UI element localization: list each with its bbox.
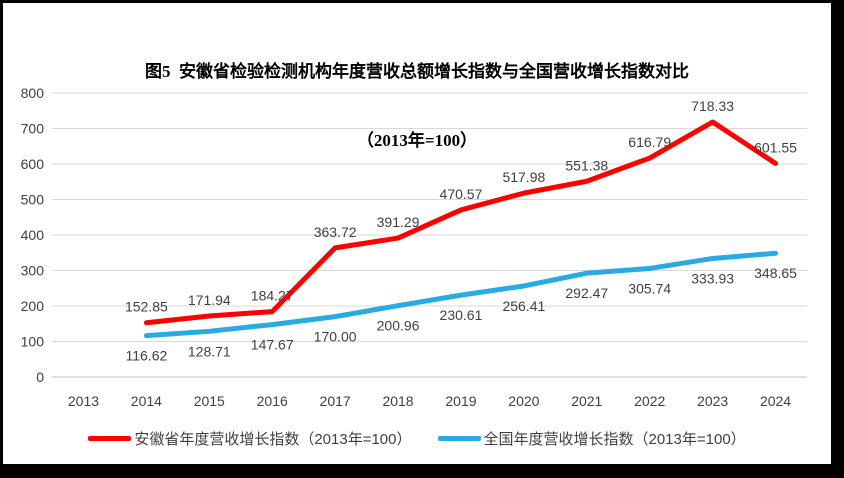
chart-title-line1: 图5 安徽省检验检测机构年度营收总额增长指数与全国营收增长指数对比 xyxy=(145,62,689,81)
data-label: 184.27 xyxy=(251,288,294,304)
y-tick-label: 300 xyxy=(21,263,45,279)
x-tick-label: 2013 xyxy=(68,393,99,409)
x-tick-label: 2014 xyxy=(131,393,162,409)
data-label: 616.79 xyxy=(628,134,671,150)
data-label: 230.61 xyxy=(440,307,483,323)
chart-title-line2: （2013年=100） xyxy=(356,131,478,150)
legend-label-anhui: 安徽省年度营收增长指数（2013年=100） xyxy=(134,430,412,448)
data-label: 147.67 xyxy=(251,337,294,353)
data-label: 601.55 xyxy=(754,139,797,155)
y-tick-label: 200 xyxy=(21,298,45,314)
data-label: 116.62 xyxy=(125,348,167,364)
x-tick-label: 2023 xyxy=(697,393,728,409)
x-tick-label: 2020 xyxy=(508,393,539,409)
x-tick-label: 2022 xyxy=(634,393,665,409)
x-tick-label: 2019 xyxy=(445,393,476,409)
x-tick-label: 2015 xyxy=(194,393,225,409)
legend-label-national: 全国年度营收增长指数（2013年=100） xyxy=(483,430,746,448)
data-label: 348.65 xyxy=(754,265,797,281)
x-tick-label: 2017 xyxy=(320,393,351,409)
data-label: 333.93 xyxy=(691,270,734,286)
y-tick-label: 500 xyxy=(21,192,45,208)
legend-line-sample-blue-icon xyxy=(437,435,481,441)
data-label: 305.74 xyxy=(628,280,671,296)
legend-item-national: 全国年度营收增长指数（2013年=100） xyxy=(437,428,746,449)
data-label: 170.00 xyxy=(314,329,357,345)
y-tick-label: 100 xyxy=(21,334,45,350)
chart-legend: 安徽省年度营收增长指数（2013年=100） 全国年度营收增长指数（2013年=… xyxy=(3,427,831,449)
x-tick-label: 2021 xyxy=(571,393,602,409)
y-tick-label: 800 xyxy=(21,85,45,101)
data-label: 470.57 xyxy=(440,186,483,202)
data-label: 391.29 xyxy=(377,214,420,230)
x-tick-label: 2024 xyxy=(760,393,791,409)
data-label: 200.96 xyxy=(377,318,420,334)
data-label: 292.47 xyxy=(565,285,608,301)
y-tick-label: 700 xyxy=(21,121,45,137)
data-label: 171.94 xyxy=(188,292,231,308)
x-tick-label: 2018 xyxy=(382,393,413,409)
data-label: 256.41 xyxy=(502,298,545,314)
y-tick-label: 600 xyxy=(21,156,45,172)
data-label: 551.38 xyxy=(565,157,608,173)
chart-title: 图5 安徽省检验检测机构年度营收总额增长指数与全国营收增长指数对比 （2013年… xyxy=(3,14,831,198)
y-tick-label: 400 xyxy=(21,227,45,243)
series-line-1 xyxy=(143,250,779,339)
data-label: 718.33 xyxy=(691,98,734,114)
legend-line-sample-red-icon xyxy=(88,435,132,441)
data-label: 152.85 xyxy=(125,299,168,315)
y-tick-label: 0 xyxy=(36,369,44,385)
data-label: 517.98 xyxy=(502,169,545,185)
data-label: 128.71 xyxy=(188,343,231,359)
series-line-0 xyxy=(143,119,779,326)
x-tick-label: 2016 xyxy=(257,393,288,409)
data-label: 363.72 xyxy=(314,224,357,240)
line-chart-plot: 0 100 200 300 400 500 600 700 800 2013 2014 2015 201… xyxy=(21,85,807,409)
legend-item-anhui: 安徽省年度营收增长指数（2013年=100） xyxy=(88,428,412,449)
